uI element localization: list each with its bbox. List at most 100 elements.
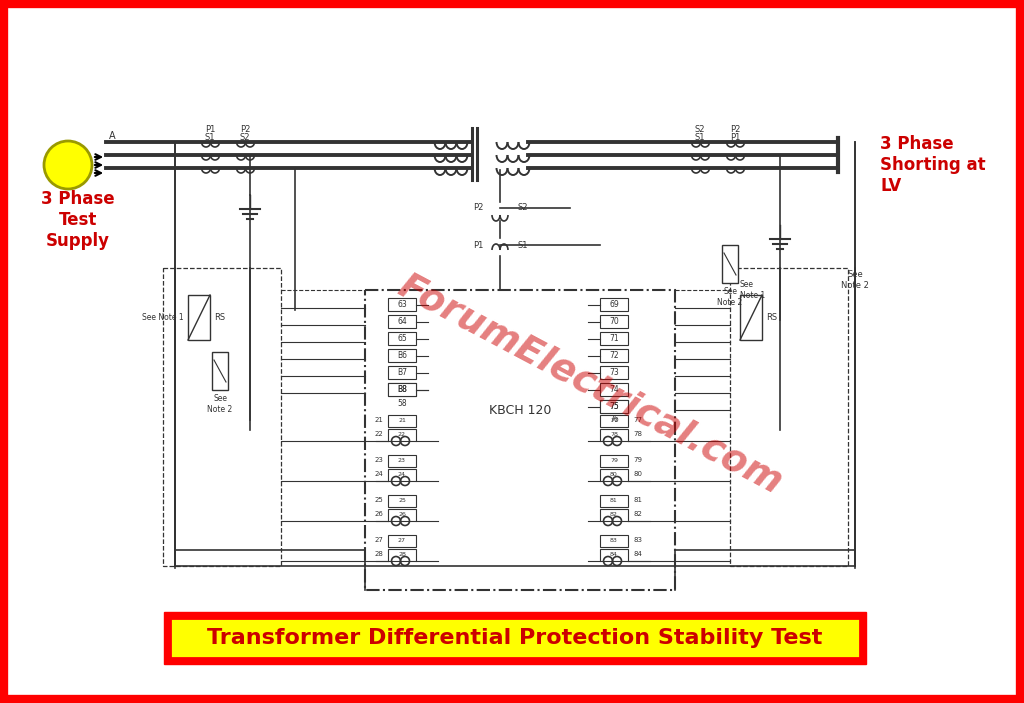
Text: 77: 77	[633, 417, 642, 423]
Bar	[164, 612, 866, 664]
Bar	[170, 618, 860, 658]
Bar	[388, 383, 416, 396]
Text: 25: 25	[398, 498, 406, 503]
Bar	[388, 509, 416, 521]
Text: 78: 78	[633, 431, 642, 437]
Bar	[600, 415, 628, 427]
Text: A: A	[109, 131, 116, 141]
Text: 22: 22	[398, 432, 406, 437]
Bar	[388, 298, 416, 311]
Bar	[600, 549, 628, 561]
Bar	[600, 400, 628, 413]
Bar	[740, 295, 762, 340]
Text: S2: S2	[694, 126, 706, 134]
Text: 75: 75	[609, 402, 618, 411]
Bar	[600, 332, 628, 345]
Text: KBCH 120: KBCH 120	[488, 404, 551, 416]
Bar	[600, 315, 628, 328]
Bar	[722, 245, 738, 283]
Text: 76: 76	[609, 415, 618, 425]
Bar	[600, 383, 628, 396]
Text: 75: 75	[609, 402, 618, 411]
Text: S1: S1	[694, 134, 706, 143]
Text: See
Note 2: See Note 2	[718, 288, 742, 307]
Bar	[388, 535, 416, 547]
Bar	[388, 349, 416, 362]
Text: 24: 24	[374, 471, 383, 477]
Text: See
Note 1: See Note 1	[740, 280, 765, 299]
Bar	[600, 455, 628, 467]
Text: 25: 25	[374, 497, 383, 503]
Text: S1: S1	[518, 240, 528, 250]
Bar	[388, 495, 416, 507]
Text: 28: 28	[374, 551, 383, 557]
Bar	[388, 549, 416, 561]
Text: 58: 58	[397, 399, 407, 408]
Text: 21: 21	[398, 418, 406, 423]
Text: S2: S2	[518, 203, 528, 212]
Text: 3 Phase
Shorting at
LV: 3 Phase Shorting at LV	[880, 135, 986, 195]
Bar	[388, 429, 416, 441]
Bar	[388, 383, 416, 396]
Text: B6: B6	[397, 351, 407, 360]
Text: B8: B8	[397, 385, 407, 394]
Text: 84: 84	[610, 553, 617, 557]
Text: 84: 84	[633, 551, 642, 557]
Bar	[730, 268, 848, 566]
Bar	[365, 290, 675, 590]
Bar	[600, 349, 628, 362]
Text: P2: P2	[730, 126, 740, 134]
Circle shape	[44, 141, 92, 189]
Text: P2: P2	[474, 203, 484, 212]
Bar	[600, 535, 628, 547]
Text: 63: 63	[397, 300, 407, 309]
Bar	[388, 469, 416, 481]
Text: 26: 26	[398, 512, 406, 517]
Text: 82: 82	[610, 512, 617, 517]
Text: 78: 78	[610, 432, 617, 437]
Text: 83: 83	[610, 538, 617, 543]
Text: 74: 74	[609, 385, 618, 394]
Bar	[388, 455, 416, 467]
Bar	[600, 509, 628, 521]
Text: 65: 65	[397, 334, 407, 343]
Text: P2: P2	[240, 126, 250, 134]
Text: 80: 80	[610, 472, 617, 477]
Bar	[388, 315, 416, 328]
Text: 82: 82	[633, 511, 642, 517]
Text: 79: 79	[633, 457, 642, 463]
Text: B8: B8	[397, 385, 407, 394]
Text: S1: S1	[205, 134, 215, 143]
Text: 3 Phase
Test
Supply: 3 Phase Test Supply	[41, 191, 115, 250]
Text: 70: 70	[609, 317, 618, 326]
Text: 73: 73	[609, 368, 618, 377]
Bar	[600, 366, 628, 379]
Text: 21: 21	[374, 417, 383, 423]
Text: P1: P1	[205, 126, 215, 134]
Bar	[388, 366, 416, 379]
Bar	[600, 495, 628, 507]
Text: See
Note 2: See Note 2	[841, 270, 869, 290]
Text: 81: 81	[610, 498, 617, 503]
Text: B7: B7	[397, 368, 407, 377]
Bar	[163, 268, 281, 566]
Text: 69: 69	[609, 300, 618, 309]
Text: 81: 81	[633, 497, 642, 503]
Bar	[600, 400, 628, 413]
Text: 27: 27	[374, 537, 383, 543]
Text: 83: 83	[633, 537, 642, 543]
Text: 22: 22	[374, 431, 383, 437]
Text: ForumElectrical.com: ForumElectrical.com	[392, 268, 788, 502]
Bar	[188, 295, 210, 340]
Text: 26: 26	[374, 511, 383, 517]
Text: 23: 23	[398, 458, 406, 463]
Text: RS: RS	[766, 313, 777, 322]
Text: See Note 1: See Note 1	[142, 313, 184, 322]
Text: 80: 80	[633, 471, 642, 477]
Text: 64: 64	[397, 317, 407, 326]
Text: 28: 28	[398, 553, 406, 557]
Text: 71: 71	[609, 334, 618, 343]
Text: See
Note 2: See Note 2	[208, 394, 232, 413]
Bar	[600, 469, 628, 481]
Text: Transformer Differential Protection Stability Test: Transformer Differential Protection Stab…	[207, 628, 822, 648]
